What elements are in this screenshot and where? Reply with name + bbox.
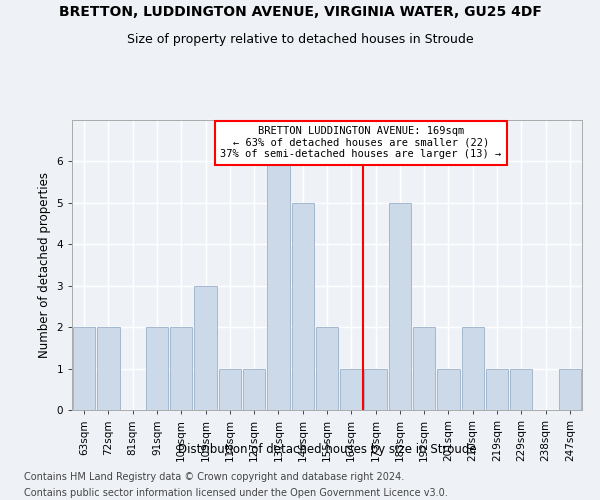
- Text: Contains HM Land Registry data © Crown copyright and database right 2024.: Contains HM Land Registry data © Crown c…: [24, 472, 404, 482]
- Bar: [316, 327, 338, 410]
- Text: Contains public sector information licensed under the Open Government Licence v3: Contains public sector information licen…: [24, 488, 448, 498]
- Bar: [267, 162, 290, 410]
- Bar: [413, 327, 436, 410]
- Bar: [146, 327, 168, 410]
- Bar: [292, 203, 314, 410]
- Y-axis label: Number of detached properties: Number of detached properties: [38, 172, 51, 358]
- Text: Distribution of detached houses by size in Stroude: Distribution of detached houses by size …: [178, 442, 476, 456]
- Bar: [510, 368, 532, 410]
- Text: BRETTON, LUDDINGTON AVENUE, VIRGINIA WATER, GU25 4DF: BRETTON, LUDDINGTON AVENUE, VIRGINIA WAT…: [59, 5, 541, 19]
- Bar: [486, 368, 508, 410]
- Bar: [437, 368, 460, 410]
- Bar: [364, 368, 387, 410]
- Bar: [218, 368, 241, 410]
- Bar: [243, 368, 265, 410]
- Bar: [73, 327, 95, 410]
- Bar: [389, 203, 411, 410]
- Bar: [97, 327, 119, 410]
- Bar: [461, 327, 484, 410]
- Text: BRETTON LUDDINGTON AVENUE: 169sqm
← 63% of detached houses are smaller (22)
37% : BRETTON LUDDINGTON AVENUE: 169sqm ← 63% …: [220, 126, 502, 160]
- Bar: [170, 327, 193, 410]
- Bar: [194, 286, 217, 410]
- Bar: [559, 368, 581, 410]
- Text: Size of property relative to detached houses in Stroude: Size of property relative to detached ho…: [127, 32, 473, 46]
- Bar: [340, 368, 362, 410]
